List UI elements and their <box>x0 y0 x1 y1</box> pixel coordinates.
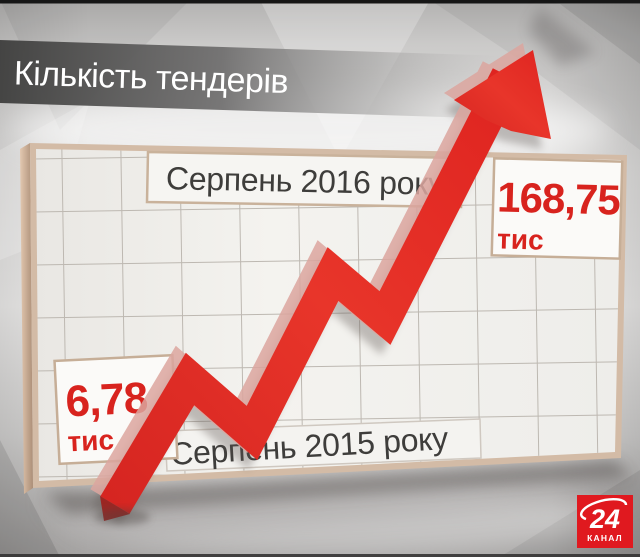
channel-logo: 24 КАНАЛ <box>577 495 633 548</box>
arrow-tail-shadow <box>94 509 150 525</box>
logo-number: 24 <box>589 504 620 534</box>
value-2016-box <box>490 157 624 260</box>
bottom-black-strip <box>0 554 640 557</box>
title-banner: Кількість тендерів <box>0 39 505 119</box>
value-2016-number: 168,75 <box>497 173 621 223</box>
logo-swoosh-icon <box>579 498 628 521</box>
arrowhead-cast-shadow <box>528 8 596 66</box>
title-banner-bar <box>0 39 505 119</box>
page-title: Кількість тендерів <box>13 54 288 101</box>
board-shadow <box>45 461 630 514</box>
arrow-head <box>454 50 551 139</box>
growth-arrow-icon <box>90 8 596 525</box>
value-2015-unit: тис <box>67 424 115 457</box>
logo-caption: КАНАЛ <box>587 533 623 543</box>
logo-badge <box>577 495 633 548</box>
value-2016-unit: тис <box>497 223 544 255</box>
board-side-edge <box>20 143 33 494</box>
arrow-shaft <box>100 68 524 514</box>
top-black-strip <box>0 0 640 4</box>
value-2016-label: 168,75 тис <box>490 157 624 260</box>
period-2016-label: Серпень 2016 року <box>145 150 464 209</box>
period-2016-text: Серпень 2016 року <box>166 160 445 202</box>
period-2016-box <box>145 150 464 209</box>
